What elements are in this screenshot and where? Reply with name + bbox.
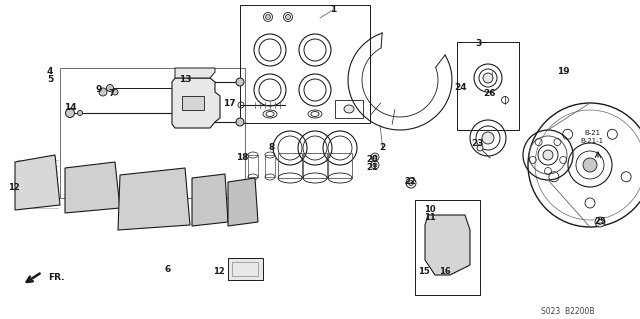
Text: 9: 9 (96, 85, 102, 94)
Text: 11: 11 (424, 213, 436, 222)
Text: 1: 1 (330, 4, 336, 13)
Bar (415, 200, 480, 295)
Circle shape (373, 155, 377, 159)
Text: 8: 8 (269, 144, 275, 152)
Text: 24: 24 (454, 83, 467, 92)
Text: 14: 14 (64, 103, 76, 113)
Ellipse shape (483, 73, 493, 83)
Bar (335, 100, 363, 118)
Circle shape (477, 145, 483, 151)
Circle shape (408, 181, 413, 186)
Text: 12: 12 (213, 268, 225, 277)
Polygon shape (228, 178, 258, 226)
Polygon shape (15, 155, 60, 210)
Bar (248, 155, 258, 177)
Text: 6: 6 (165, 264, 171, 273)
Circle shape (65, 108, 74, 117)
Polygon shape (192, 174, 228, 226)
Bar (182, 96, 204, 110)
Circle shape (77, 110, 83, 115)
Bar (278, 153, 302, 178)
Text: 19: 19 (557, 66, 570, 76)
Bar (240, 5, 370, 123)
Circle shape (373, 163, 377, 167)
Circle shape (595, 217, 605, 227)
Text: 20: 20 (366, 155, 378, 165)
Text: 4: 4 (47, 66, 53, 76)
Text: B-21-1: B-21-1 (580, 138, 604, 144)
Circle shape (99, 88, 107, 96)
Circle shape (106, 85, 113, 92)
Bar (328, 153, 352, 178)
Ellipse shape (344, 105, 354, 113)
Ellipse shape (543, 150, 553, 160)
Circle shape (266, 14, 271, 19)
Polygon shape (172, 78, 220, 128)
Circle shape (112, 89, 118, 95)
Ellipse shape (583, 158, 597, 172)
Bar (303, 153, 327, 178)
Text: 12: 12 (8, 182, 20, 191)
Bar (228, 258, 263, 280)
Polygon shape (425, 215, 470, 275)
Bar (457, 42, 519, 130)
Polygon shape (118, 168, 190, 230)
Text: 15: 15 (418, 268, 430, 277)
Text: 17: 17 (223, 100, 236, 108)
Text: B-21: B-21 (584, 130, 600, 136)
Text: 23: 23 (471, 138, 483, 147)
Polygon shape (65, 162, 120, 213)
Bar (60, 68, 245, 198)
Text: FR.: FR. (48, 273, 65, 283)
Polygon shape (175, 68, 215, 78)
Text: 25: 25 (594, 217, 606, 226)
Circle shape (236, 78, 244, 86)
Text: 10: 10 (424, 205, 436, 214)
Bar (232, 262, 258, 276)
Bar (265, 155, 275, 177)
Text: 13: 13 (179, 76, 191, 85)
Circle shape (285, 14, 291, 19)
Text: 18: 18 (236, 153, 248, 162)
Text: 26: 26 (484, 88, 496, 98)
Text: 21: 21 (366, 164, 378, 173)
Text: S023  B2200B: S023 B2200B (541, 307, 595, 315)
Text: 5: 5 (47, 75, 53, 84)
Text: 22: 22 (404, 176, 416, 186)
Text: 2: 2 (379, 144, 385, 152)
Circle shape (236, 118, 244, 126)
Ellipse shape (482, 132, 494, 144)
Text: 3: 3 (475, 40, 481, 48)
Text: 16: 16 (439, 268, 451, 277)
Text: 7: 7 (109, 90, 115, 99)
